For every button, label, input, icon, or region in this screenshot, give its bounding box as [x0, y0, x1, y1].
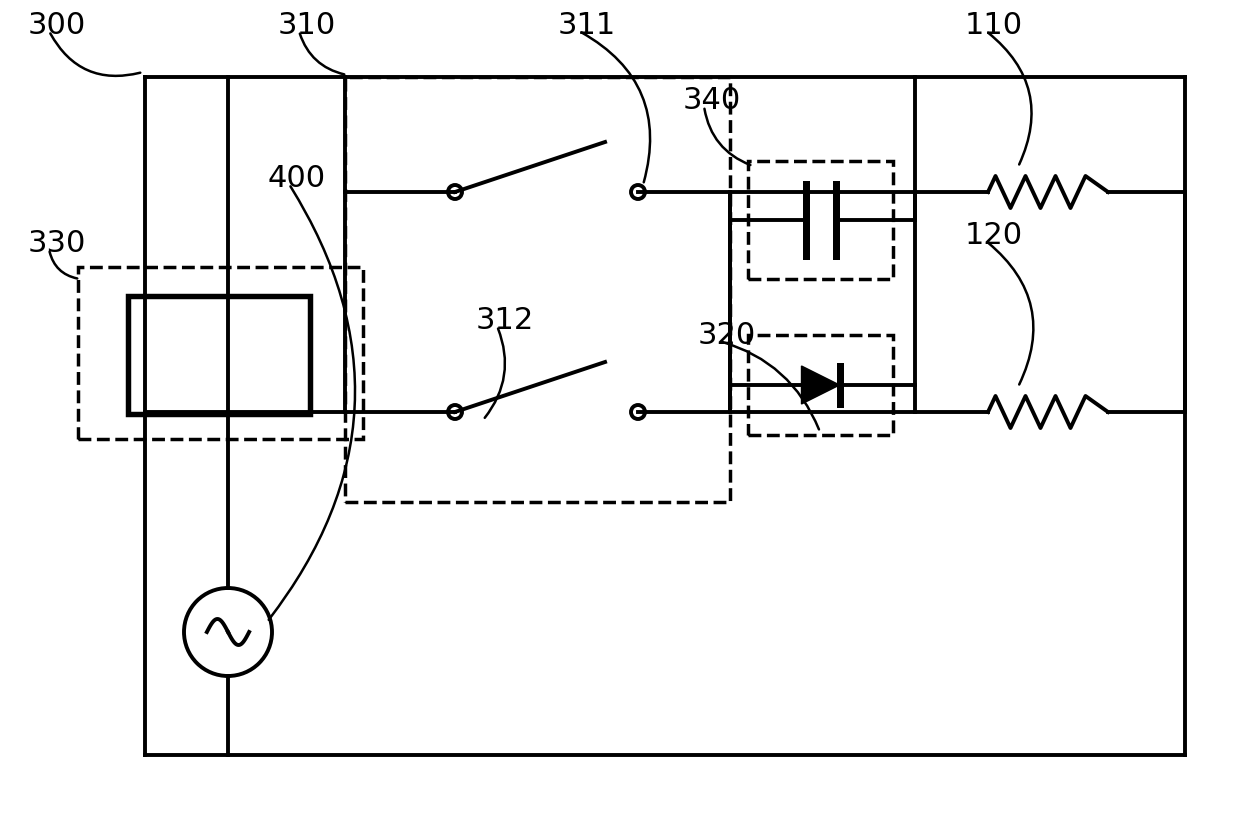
- Text: 330: 330: [29, 229, 87, 258]
- Bar: [748, 335, 893, 435]
- Bar: [128, 296, 310, 414]
- Text: 120: 120: [965, 221, 1023, 250]
- Text: 400: 400: [268, 164, 326, 193]
- Bar: [345, 77, 730, 502]
- Text: 110: 110: [965, 11, 1023, 40]
- Bar: [748, 161, 893, 279]
- Text: 320: 320: [698, 321, 756, 350]
- Polygon shape: [801, 366, 839, 404]
- Bar: [78, 267, 363, 439]
- Text: 310: 310: [278, 11, 336, 40]
- Text: 312: 312: [476, 306, 534, 335]
- Text: 311: 311: [558, 11, 616, 40]
- Text: 300: 300: [29, 11, 87, 40]
- Text: 340: 340: [683, 86, 742, 115]
